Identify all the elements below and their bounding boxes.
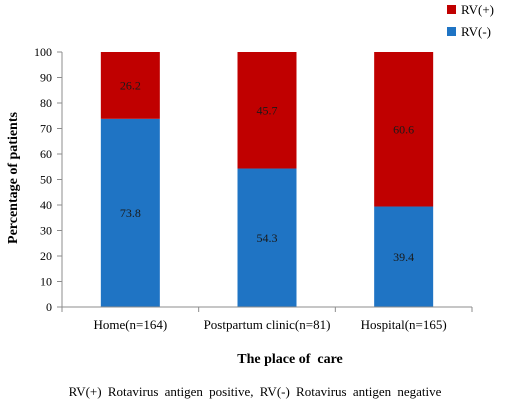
plot-area: 73.8 26.2 54.3 45.7 39.4 60.6 [100, 52, 434, 307]
legend-swatch [447, 5, 456, 14]
y-tick-label: 40 [40, 198, 52, 212]
data-label: 26.2 [120, 78, 141, 92]
y-tick-label: 90 [40, 71, 52, 85]
y-axis-title: Percentage of patients [6, 111, 21, 243]
y-tick-label: 80 [40, 96, 52, 110]
figure-caption: RV(+) Rotavirus antigen positive, RV(-) … [68, 384, 442, 399]
legend-swatch [447, 27, 456, 36]
data-label: 54.3 [257, 231, 278, 245]
stacked-bar-chart: 73.8 26.2 54.3 45.7 39.4 60.6 0 10 20 30 40 50 60 70… [6, 2, 494, 367]
y-tick-label: 50 [40, 173, 52, 187]
x-category-label: Hospital(n=165) [361, 317, 447, 332]
data-label: 73.8 [120, 206, 141, 220]
data-label: 60.6 [393, 122, 414, 136]
bar-rv-pos [237, 52, 297, 169]
x-axis-title: The place of care [237, 352, 343, 367]
data-label: 45.7 [257, 103, 278, 117]
legend: RV(+) RV(-) [447, 2, 494, 39]
x-axis: Home(n=164) Postpartum clinic(n=81) Hospit… [61, 306, 473, 332]
y-tick-label: 70 [40, 122, 52, 136]
bar-rv-neg [374, 206, 434, 307]
bar-rv-neg [100, 118, 160, 307]
y-axis: 0 10 20 30 40 50 60 70 80 90 100 [34, 45, 63, 314]
y-tick-label: 10 [40, 275, 52, 289]
legend-label: RV(-) [461, 24, 491, 39]
y-tick-label: 20 [40, 249, 52, 263]
bar-rv-neg [237, 168, 297, 307]
bar-rv-pos [100, 52, 160, 119]
y-tick-label: 100 [34, 45, 52, 59]
data-label: 39.4 [393, 250, 414, 264]
bar-rv-pos [374, 52, 434, 207]
x-category-label: Postpartum clinic(n=81) [204, 317, 331, 332]
y-tick-label: 30 [40, 224, 52, 238]
legend-label: RV(+) [461, 2, 494, 17]
x-category-label: Home(n=164) [93, 317, 167, 332]
y-tick-label: 60 [40, 147, 52, 161]
y-tick-label: 0 [46, 300, 52, 314]
